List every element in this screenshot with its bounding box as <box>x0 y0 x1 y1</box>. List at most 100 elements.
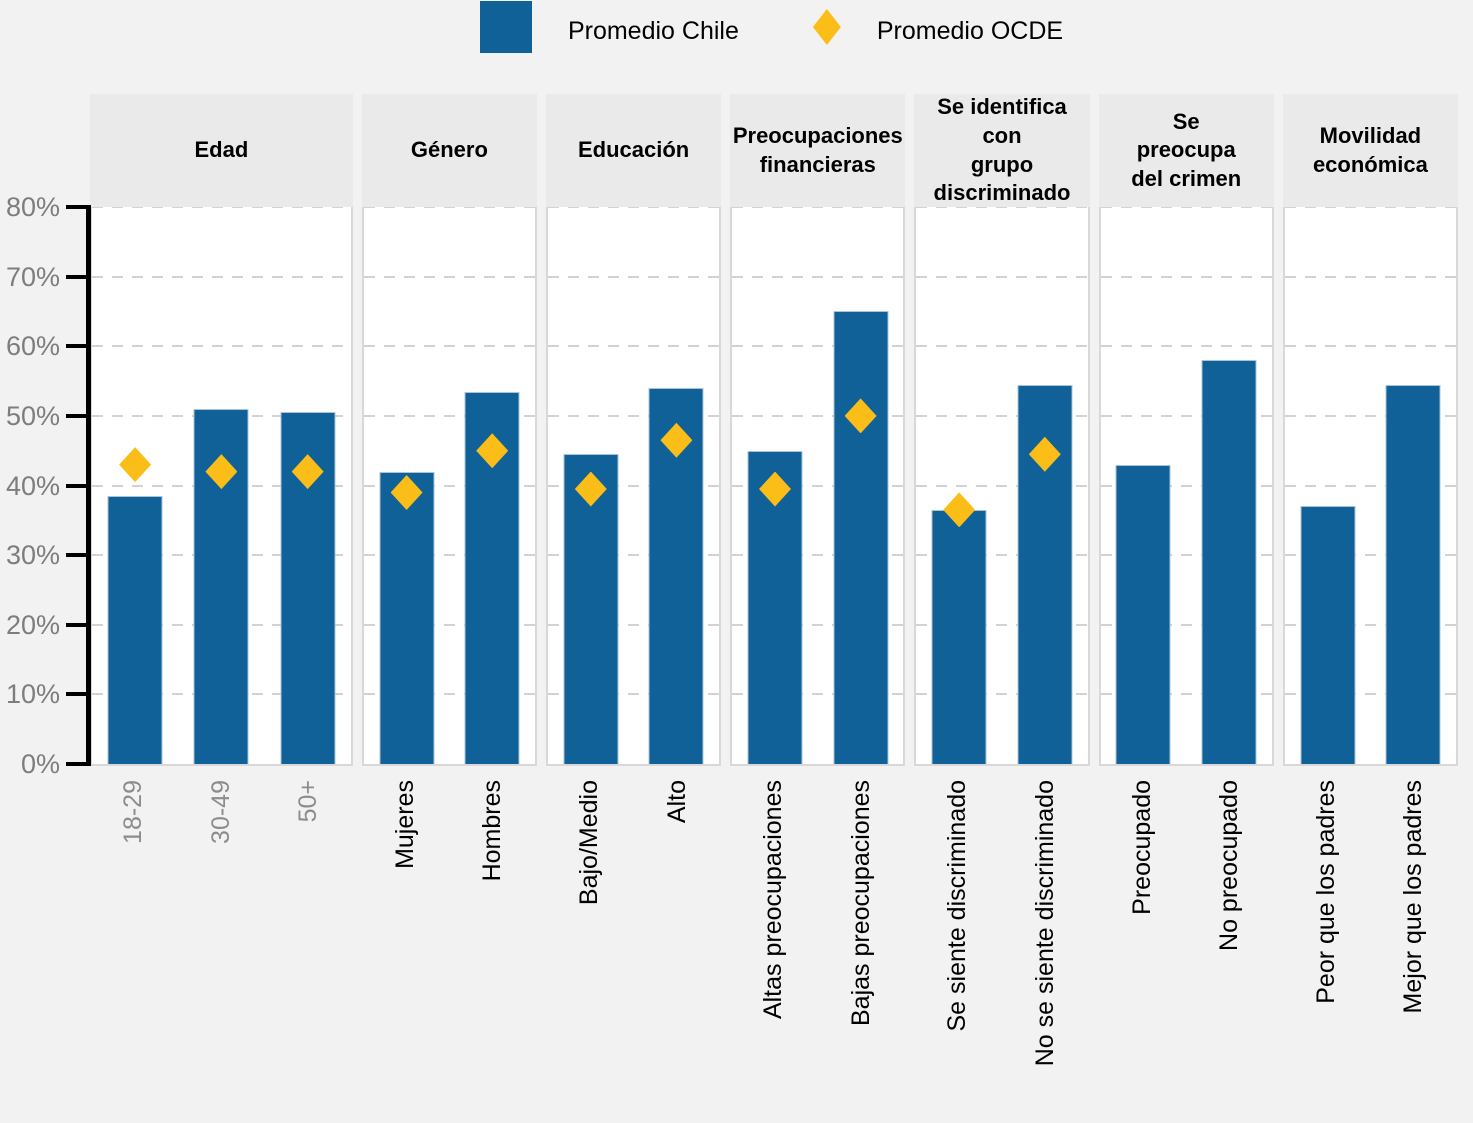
gridline-60pct <box>732 345 904 348</box>
gridline-60pct <box>1284 345 1457 348</box>
gridline-40pct <box>916 484 1088 487</box>
panel-plot-edad <box>90 207 353 766</box>
category-label-cell: Preocupado <box>1099 780 1187 1123</box>
category-label-cell: Alto <box>634 780 722 1123</box>
y-axis-tick-80 <box>66 205 86 209</box>
y-axis-tick-60 <box>66 344 86 349</box>
y-axis: 0% 10% 20% 30% 40% 50% 60% 70% 80% <box>0 192 91 779</box>
panel-preocupaciones-financieras: Preocupaciones financieras Altas preocupa… <box>730 94 906 1123</box>
panel-header-educacion: Educación <box>546 94 722 207</box>
gridline-80pct <box>92 207 351 208</box>
gridline-40pct <box>363 484 535 487</box>
gridline-70pct <box>92 275 351 278</box>
y-axis-label-80: 80% <box>5 192 60 222</box>
category-slot <box>916 207 1002 764</box>
category-label: Peor que los padres <box>1311 780 1340 1004</box>
gridline-80pct <box>732 207 904 208</box>
y-axis-tick-20 <box>66 622 86 627</box>
category-slot <box>1101 207 1187 764</box>
gridline-20pct <box>1100 623 1272 626</box>
ocde-diamond-marker <box>119 447 152 483</box>
gridline-20pct <box>1284 623 1457 626</box>
category-slot <box>548 207 634 764</box>
gridline-10pct <box>732 693 904 696</box>
panel-header-grupo-discriminado: Se identifica con grupo discriminado <box>914 94 1090 207</box>
category-slot <box>1370 207 1456 764</box>
legend-item-promedio-chile: Promedio Chile <box>479 1 739 53</box>
panel-educacion: Educación Bajo/Medio Alto <box>546 94 722 1123</box>
category-slot <box>265 207 351 764</box>
gridline-80pct <box>916 207 1088 208</box>
bar-promedio-chile <box>1300 506 1356 764</box>
category-label: Bajo/Medio <box>575 780 604 906</box>
bar-promedio-chile <box>379 471 435 764</box>
gridline-30pct <box>732 554 904 557</box>
gridline-50pct <box>548 414 720 417</box>
category-slots-genero <box>364 207 535 764</box>
category-label: 18-29 <box>119 780 148 844</box>
gridline-60pct <box>92 345 351 348</box>
gridline-70pct <box>1284 275 1457 278</box>
legend-label-ocde: Promedio OCDE <box>876 16 1064 45</box>
panel-header-crimen: Se preocupa del crimen <box>1098 94 1274 207</box>
gridline-50pct <box>363 414 535 417</box>
gridline-40pct <box>548 484 720 487</box>
gridline-60pct <box>548 345 720 348</box>
gridline-70pct <box>1100 275 1272 278</box>
gridline-40pct <box>1284 484 1457 487</box>
category-label-cell: 50+ <box>265 780 353 1123</box>
panel-labels-movilidad: Peor que los padres Mejor que los padres <box>1283 766 1458 1123</box>
gridline-20pct <box>732 623 904 626</box>
gridline-60pct <box>1100 345 1272 348</box>
category-slots-crimen <box>1101 207 1272 764</box>
panel-labels-genero: Mujeres Hombres <box>362 766 537 1123</box>
panel-plot-genero <box>361 207 537 766</box>
gridline-20pct <box>916 623 1088 626</box>
category-slots-edad <box>92 207 351 764</box>
panel-crimen: Se preocupa del crimen Preocupado No preoc… <box>1098 94 1274 1123</box>
category-label: No se siente discriminado <box>1031 780 1060 1067</box>
category-label-cell: 30-49 <box>178 780 266 1123</box>
bar-promedio-chile <box>1115 464 1171 764</box>
gridline-70pct <box>732 275 904 278</box>
bar-promedio-chile <box>1201 360 1257 764</box>
gridline-30pct <box>916 554 1088 557</box>
panel-edad: Edad 18-29 30-49 50+ <box>90 94 353 1123</box>
y-axis-tick-70 <box>66 274 86 279</box>
category-label-cell: Bajo/Medio <box>546 780 634 1123</box>
gridline-50pct <box>1100 414 1272 417</box>
gridline-70pct <box>916 275 1088 278</box>
category-slot <box>818 207 904 764</box>
panel-labels-crimen: Preocupado No preocupado <box>1099 766 1274 1123</box>
category-label: Altas preocupaciones <box>759 780 788 1020</box>
y-axis-label-50: 50% <box>5 400 60 431</box>
category-slot <box>1002 207 1088 764</box>
gridline-80pct <box>548 207 720 208</box>
gridline-40pct <box>732 484 904 487</box>
y-axis-label-30: 30% <box>5 540 60 571</box>
ocde-diamond-swatch-icon <box>812 9 841 45</box>
y-axis-label-20: 20% <box>5 609 60 640</box>
panel-grupo-discriminado: Se identifica con grupo discriminado Se s… <box>914 94 1090 1123</box>
panel-header-movilidad: Movilidad económica <box>1282 94 1459 207</box>
category-slot <box>364 207 450 764</box>
gridline-10pct <box>1284 693 1457 696</box>
category-label: No preocupado <box>1215 780 1244 951</box>
category-label: 50+ <box>294 780 323 823</box>
category-label-cell: Mujeres <box>362 780 450 1123</box>
category-slot <box>1285 207 1371 764</box>
category-label-cell: Altas preocupaciones <box>730 780 818 1123</box>
y-axis-label-40: 40% <box>5 470 60 501</box>
category-label-cell: Mejor que los padres <box>1370 780 1458 1123</box>
gridline-70pct <box>548 275 720 278</box>
category-slots-movilidad <box>1285 207 1456 764</box>
category-label: Mejor que los padres <box>1399 780 1428 1014</box>
y-axis-label-60: 60% <box>5 331 60 362</box>
category-label: 30-49 <box>206 780 235 844</box>
gridline-50pct <box>732 414 904 417</box>
gridline-10pct <box>548 693 720 696</box>
bar-promedio-chile <box>833 311 889 764</box>
chart-legend: Promedio Chile Promedio OCDE <box>35 0 1473 62</box>
panel-plot-crimen <box>1098 207 1274 766</box>
category-slots-educacion <box>548 207 719 764</box>
